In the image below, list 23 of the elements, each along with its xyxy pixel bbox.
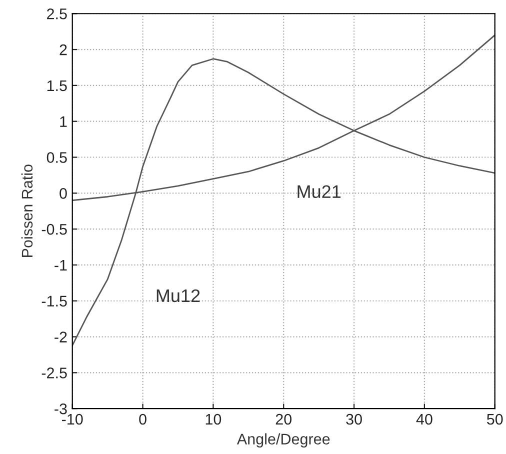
- y-tick-label: 2: [60, 44, 67, 56]
- x-tick-label: 30: [346, 414, 362, 425]
- y-tick-label: 1.5: [47, 80, 67, 92]
- y-tick-label: -1: [54, 260, 67, 271]
- x-tick-label: 0: [139, 414, 146, 425]
- y-tick-label: 0: [60, 188, 67, 199]
- x-tick-label: -10: [62, 414, 83, 425]
- text: Mu12: [156, 289, 200, 302]
- x-tick-label: 50: [486, 414, 503, 425]
- y-tick-label: -0.5: [42, 224, 67, 235]
- y-tick-label: -1.5: [42, 296, 67, 307]
- y-tick-label: 2.5: [47, 8, 67, 20]
- y-axis-title: Poissen Ratio: [21, 164, 33, 257]
- x-tick-label: 10: [206, 414, 222, 425]
- x-tick-label: 40: [416, 414, 432, 425]
- series-label: Mu21: [298, 185, 341, 198]
- y-tick-label: 0.5: [46, 152, 67, 163]
- x-tick-label: 20: [276, 414, 292, 425]
- y-tick-label: -2: [54, 332, 67, 342]
- y-tick-label: -2.5: [42, 368, 67, 378]
- y-tick-label: 1: [60, 116, 67, 127]
- x-axis-title: Angle/Degree: [236, 433, 330, 448]
- y-tick-label: -3: [54, 403, 67, 414]
